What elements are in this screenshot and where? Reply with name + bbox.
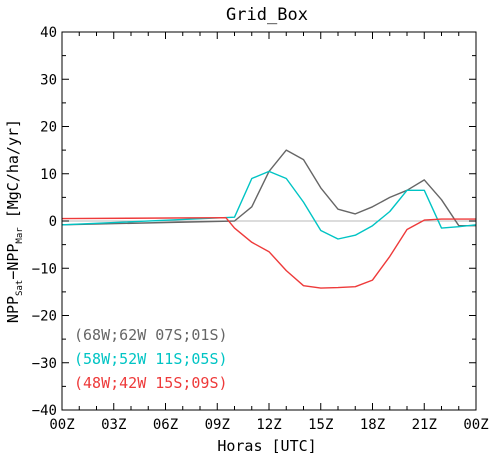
y-tick-label: −10 bbox=[32, 261, 57, 277]
x-axis-title: Horas [UTC] bbox=[217, 437, 316, 455]
x-tick-label: 18Z bbox=[360, 417, 385, 433]
y-tick-label: −30 bbox=[32, 356, 57, 372]
y-axis-title-npp-1: NPP bbox=[4, 296, 22, 323]
x-tick-label: 00Z bbox=[49, 417, 74, 433]
legend: (68W;62W 07S;01S) (58W;52W 11S;05S) (48W;4… bbox=[74, 326, 228, 392]
x-tick-label: 09Z bbox=[205, 417, 230, 433]
legend-entry-1: (68W;62W 07S;01S) bbox=[74, 326, 228, 344]
y-axis-title-sub-mar: Mar bbox=[15, 227, 25, 244]
y-tick-label: 10 bbox=[40, 167, 57, 183]
y-tick-label: 30 bbox=[40, 72, 57, 88]
x-tick-label: 21Z bbox=[412, 417, 437, 433]
plot-area: 00Z 03Z 06Z 09Z 12Z 15Z 18Z 21Z 00Z 40 30 20 10 0 −10 −… bbox=[32, 25, 489, 433]
y-axis-title-npp-2: NPP bbox=[4, 244, 22, 271]
x-tick-label: 06Z bbox=[153, 417, 178, 433]
y-tick-label: 20 bbox=[40, 120, 57, 136]
y-axis-title-unit: [MgC/ha/yr] bbox=[4, 119, 22, 227]
chart-title: Grid_Box bbox=[226, 5, 308, 25]
y-axis-title-sub-sat: Sat bbox=[15, 280, 25, 296]
legend-entry-3: (48W;42W 15S;09S) bbox=[74, 374, 228, 392]
series-line-3 bbox=[61, 216, 476, 289]
legend-entry-2: (58W;52W 11S;05S) bbox=[74, 350, 228, 368]
series-line-1 bbox=[61, 149, 476, 227]
x-tick-label: 15Z bbox=[308, 417, 333, 433]
y-tick-label: 40 bbox=[40, 25, 57, 41]
y-tick-label: −20 bbox=[32, 309, 57, 325]
y-tick-label: −40 bbox=[32, 403, 57, 419]
series-line-2 bbox=[61, 170, 477, 240]
x-tick-label: 12Z bbox=[256, 417, 281, 433]
x-tick-label: 03Z bbox=[101, 417, 126, 433]
y-tick-label: 0 bbox=[49, 214, 57, 230]
y-axis-title: NPPSat−NPPMar [MgC/ha/yr] bbox=[4, 119, 25, 323]
y-axis-title-dash: − bbox=[4, 271, 22, 280]
x-tick-label: 00Z bbox=[463, 417, 488, 433]
